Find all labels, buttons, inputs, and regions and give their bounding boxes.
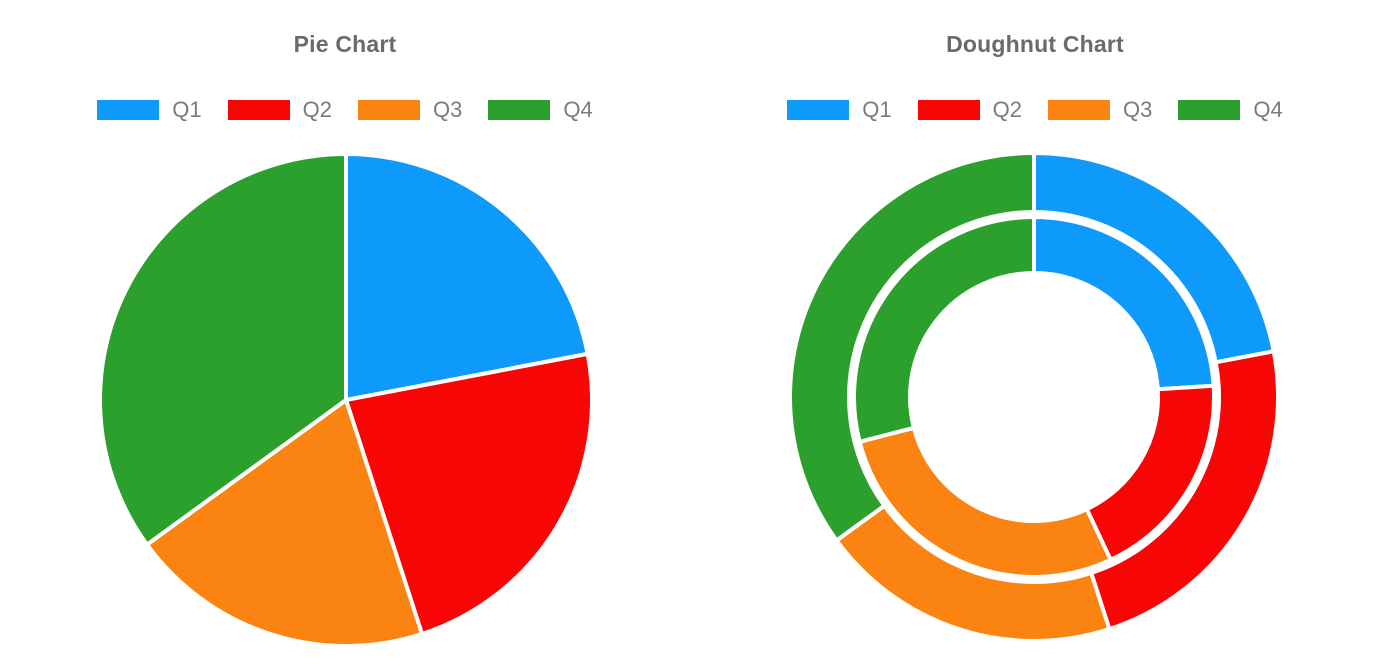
pie-slice-q4[interactable]	[97, 151, 348, 548]
doughnut-legend-item-q2[interactable]: Q2	[917, 97, 1022, 122]
doughnut-chart-legend: Q1 Q2 Q3 Q4	[690, 99, 1380, 121]
doughnut-outer-slice-q4[interactable]	[788, 150, 1036, 544]
pie-legend-swatch-q1	[97, 100, 160, 120]
pie-legend-label-q3: Q3	[433, 97, 463, 122]
pie-legend-item-q3[interactable]: Q3	[358, 99, 462, 121]
doughnut-chart-canvas	[788, 150, 1280, 644]
pie-legend-swatch-q4	[488, 100, 551, 120]
doughnut-legend-swatch-q3	[1048, 100, 1110, 120]
pie-legend-label-q4: Q4	[563, 97, 593, 122]
pie-legend-item-q1[interactable]: Q1	[97, 97, 202, 122]
doughnut-legend-item-q4[interactable]: Q4	[1178, 97, 1283, 122]
pie-slice-q2[interactable]	[343, 351, 594, 637]
pie-legend-label-q2: Q2	[302, 97, 332, 122]
pie-chart-panel: Pie Chart Q1 Q2 Q3 Q4	[0, 31, 690, 649]
pie-slice-q3[interactable]	[144, 396, 425, 649]
doughnut-chart-title: Doughnut Chart	[946, 31, 1124, 57]
doughnut-inner-slice-q3[interactable]	[857, 425, 1114, 579]
doughnut-legend-swatch-q1	[787, 100, 850, 120]
doughnut-legend-item-q1[interactable]: Q1	[787, 97, 892, 122]
doughnut-legend-label-q3: Q3	[1123, 97, 1153, 122]
doughnut-legend-label-q1: Q1	[862, 97, 892, 122]
pie-legend-swatch-q2	[227, 100, 290, 120]
pie-chart-legend: Q1 Q2 Q3 Q4	[0, 99, 690, 121]
pie-legend-swatch-q3	[358, 100, 420, 120]
pie-legend-item-q4[interactable]: Q4	[488, 97, 593, 122]
pie-chart-title: Pie Chart	[293, 31, 397, 57]
pie-chart-canvas	[97, 151, 594, 649]
doughnut-legend-swatch-q4	[1178, 100, 1241, 120]
doughnut-inner-slice-q4[interactable]	[852, 214, 1036, 445]
doughnut-chart-panel: Doughnut Chart Q1 Q2 Q3 Q4	[690, 0, 1380, 666]
doughnut-legend-swatch-q2	[917, 100, 980, 120]
pie-legend-item-q2[interactable]: Q2	[227, 97, 332, 122]
pie-legend-label-q1: Q1	[172, 97, 202, 122]
doughnut-legend-label-q2: Q2	[992, 97, 1022, 122]
doughnut-legend-item-q3[interactable]: Q3	[1048, 99, 1152, 121]
doughnut-legend-label-q4: Q4	[1253, 97, 1283, 122]
pie-slice-q1[interactable]	[344, 151, 590, 403]
